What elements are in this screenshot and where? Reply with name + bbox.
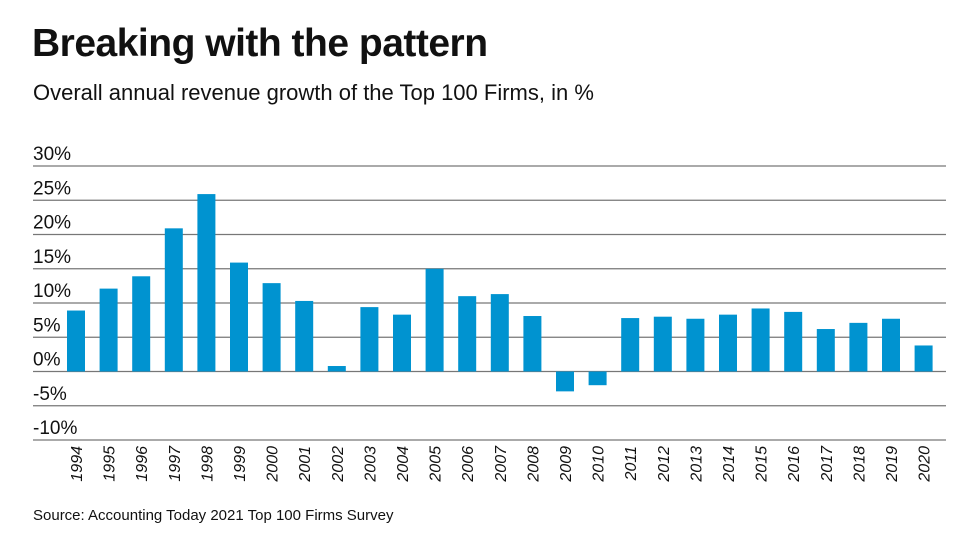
bar-2015 — [751, 308, 770, 372]
y-tick-label: 10% — [33, 281, 71, 302]
bar-1994 — [67, 310, 85, 372]
bar-2001 — [295, 300, 314, 372]
bar-2002 — [327, 366, 346, 372]
y-tick-label: 5% — [33, 315, 61, 336]
x-tick-label: 2016 — [786, 446, 803, 483]
x-tick-label: 2014 — [721, 446, 738, 483]
y-tick-label: -5% — [33, 384, 67, 405]
bar-2020 — [914, 345, 933, 372]
bar-2016 — [784, 311, 803, 372]
x-tick-label: 2015 — [754, 446, 771, 483]
bar-2014 — [719, 314, 737, 372]
x-tick-label: 2011 — [623, 446, 640, 481]
chart-title: Breaking with the pattern — [32, 22, 488, 65]
x-tick-label: 2003 — [362, 446, 379, 483]
x-tick-label: 2009 — [558, 446, 575, 483]
y-tick-label: 30% — [33, 144, 71, 165]
bar-2000 — [262, 283, 281, 372]
x-tick-label: 2018 — [851, 446, 868, 483]
y-tick-label: -10% — [33, 418, 77, 439]
bar-2011 — [621, 318, 640, 372]
chart-subtitle: Overall annual revenue growth of the Top… — [33, 80, 594, 105]
x-tick-label: 2012 — [656, 446, 673, 483]
x-tick-label: 1996 — [134, 446, 151, 482]
x-tick-label: 1994 — [69, 446, 86, 482]
bar-2004 — [393, 314, 411, 372]
x-tick-label: 2001 — [297, 446, 314, 483]
y-tick-label: 0% — [33, 350, 61, 371]
x-tick-label: 2006 — [460, 446, 477, 483]
x-tick-label: 2008 — [525, 446, 542, 483]
bar-1998 — [197, 194, 216, 372]
bar-1999 — [230, 262, 248, 372]
bar-2013 — [686, 318, 705, 372]
bar-2017 — [816, 329, 835, 372]
y-tick-label: 25% — [33, 178, 71, 199]
bar-2010 — [588, 371, 607, 386]
x-tick-label: 2007 — [493, 445, 510, 483]
x-tick-label: 2020 — [917, 446, 934, 483]
x-tick-label: 2002 — [330, 446, 347, 483]
x-tick-label: 2000 — [265, 446, 282, 483]
x-tick-label: 2017 — [819, 445, 836, 483]
bar-2012 — [653, 316, 672, 372]
bar-2008 — [523, 316, 542, 372]
y-tick-label: 15% — [33, 247, 71, 268]
bar-2019 — [882, 318, 900, 372]
bar-1996 — [132, 276, 151, 372]
x-tick-label: 1998 — [199, 446, 216, 482]
x-tick-label: 1999 — [232, 446, 249, 482]
bar-2018 — [849, 322, 868, 372]
bar-2007 — [490, 294, 509, 372]
x-tick-label: 1995 — [102, 446, 119, 482]
x-tick-label: 2005 — [428, 446, 445, 483]
bar-1995 — [99, 288, 118, 372]
source-note: Source: Accounting Today 2021 Top 100 Fi… — [33, 507, 394, 524]
y-tick-label: 20% — [33, 213, 71, 234]
x-tick-label: 1997 — [167, 445, 184, 482]
bar-2006 — [458, 296, 477, 372]
x-tick-label: 2013 — [688, 446, 705, 483]
x-tick-label: 2010 — [591, 446, 608, 483]
bar-2005 — [425, 268, 444, 372]
bar-2009 — [556, 371, 574, 392]
bar-2003 — [360, 307, 379, 372]
bar-1997 — [164, 228, 183, 372]
x-tick-label: 2004 — [395, 446, 412, 483]
x-tick-label: 2019 — [884, 446, 901, 483]
